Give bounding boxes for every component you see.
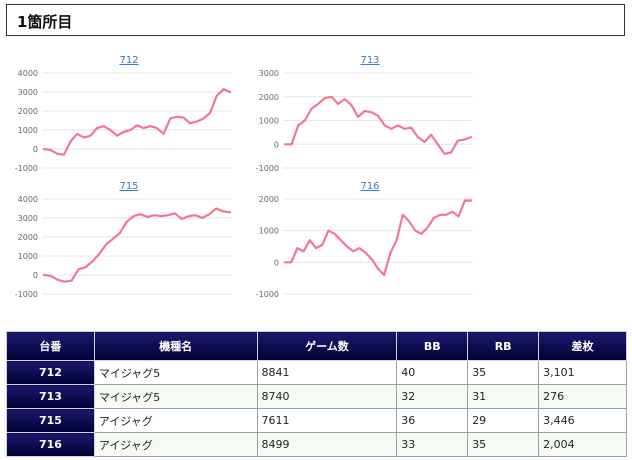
series-line	[42, 88, 232, 156]
difference-cell: 3,101	[538, 360, 627, 385]
y-tick-label: -1000	[15, 290, 38, 299]
difference-cell: 3,446	[538, 408, 627, 433]
chart-713: 713 -1000 0 1000 2000 3000	[255, 55, 485, 173]
unit-number-cell: 715	[6, 408, 95, 433]
column-header-difference: 差枚	[538, 331, 627, 361]
chart-title-link[interactable]: 712	[119, 55, 139, 66]
machine-table: 台番 機種名 ゲーム数 BB RB 差枚 712 マイジャグ5 8841 40 …	[6, 331, 627, 457]
game-count-cell: 8841	[256, 360, 398, 385]
game-count-cell: 8740	[256, 384, 398, 409]
unit-number-cell: 712	[6, 360, 95, 385]
table-header-row: 台番 機種名 ゲーム数 BB RB 差枚	[6, 331, 627, 361]
game-count-cell: 8499	[256, 432, 398, 457]
y-tick-label: 3000	[18, 214, 38, 223]
table-row: 712 マイジャグ5 8841 40 35 3,101	[6, 360, 627, 385]
table-row: 715 アイジャグ 7611 36 29 3,446	[6, 408, 627, 433]
rb-cell: 29	[467, 408, 540, 433]
y-tick-label: -1000	[15, 164, 38, 173]
game-count-cell: 7611	[256, 408, 398, 433]
rb-cell: 31	[467, 384, 540, 409]
y-tick-label: 2000	[259, 93, 279, 102]
chart-title-link[interactable]: 713	[360, 55, 380, 66]
rb-cell: 35	[467, 432, 540, 457]
chart-712: 712 -1000 0 1000 2000 3000 4000	[14, 55, 244, 173]
model-name-cell: アイジャグ	[93, 432, 258, 457]
series-line	[283, 95, 473, 155]
difference-cell: 276	[538, 384, 627, 409]
y-tick-label: 1000	[18, 252, 38, 261]
chart-title-link[interactable]: 716	[360, 181, 380, 192]
difference-cell: 2,004	[538, 432, 627, 457]
table-row: 716 アイジャグ 8499 33 35 2,004	[6, 432, 627, 457]
column-header-model-name: 機種名	[93, 331, 258, 361]
chart-title-link[interactable]: 715	[119, 181, 139, 192]
bb-cell: 32	[396, 384, 469, 409]
series-line	[42, 207, 232, 283]
y-tick-label: 4000	[18, 195, 38, 204]
y-tick-label: -1000	[256, 164, 279, 173]
y-tick-label: -1000	[256, 290, 279, 299]
section-header: 1箇所目	[6, 4, 625, 36]
chart-svg: -1000 0 1000 2000 3000 4000	[15, 195, 232, 299]
unit-number-cell: 716	[6, 432, 95, 457]
column-header-unit-number: 台番	[6, 331, 95, 361]
y-tick-label: 1000	[18, 126, 38, 135]
y-tick-label: 0	[274, 140, 279, 149]
y-tick-label: 0	[33, 271, 38, 280]
y-tick-label: 1000	[259, 117, 279, 126]
bb-cell: 33	[396, 432, 469, 457]
rb-cell: 35	[467, 360, 540, 385]
column-header-bb: BB	[396, 331, 469, 361]
y-tick-label: 1000	[259, 227, 279, 236]
chart-svg: -1000 0 1000 2000 3000	[256, 69, 473, 173]
y-tick-label: 2000	[18, 107, 38, 116]
chart-716: 716 -1000 0 1000 2000	[255, 181, 485, 299]
model-name-cell: マイジャグ5	[93, 384, 258, 409]
unit-number-cell: 713	[6, 384, 95, 409]
y-tick-label: 0	[33, 145, 38, 154]
bb-cell: 40	[396, 360, 469, 385]
chart-svg: -1000 0 1000 2000	[256, 195, 473, 299]
column-header-rb: RB	[467, 331, 540, 361]
model-name-cell: マイジャグ5	[93, 360, 258, 385]
bb-cell: 36	[396, 408, 469, 433]
y-tick-label: 3000	[259, 69, 279, 78]
column-header-game-count: ゲーム数	[256, 331, 398, 361]
y-tick-label: 2000	[18, 233, 38, 242]
chart-svg: -1000 0 1000 2000 3000 4000	[15, 69, 232, 173]
series-line	[283, 199, 473, 277]
chart-715: 715 -1000 0 1000 2000 3000 4000	[14, 181, 244, 299]
y-tick-label: 4000	[18, 69, 38, 78]
y-tick-label: 2000	[259, 195, 279, 204]
section-title: 1箇所目	[17, 13, 73, 31]
y-tick-label: 0	[274, 258, 279, 267]
y-tick-label: 3000	[18, 88, 38, 97]
model-name-cell: アイジャグ	[93, 408, 258, 433]
table-row: 713 マイジャグ5 8740 32 31 276	[6, 384, 627, 409]
